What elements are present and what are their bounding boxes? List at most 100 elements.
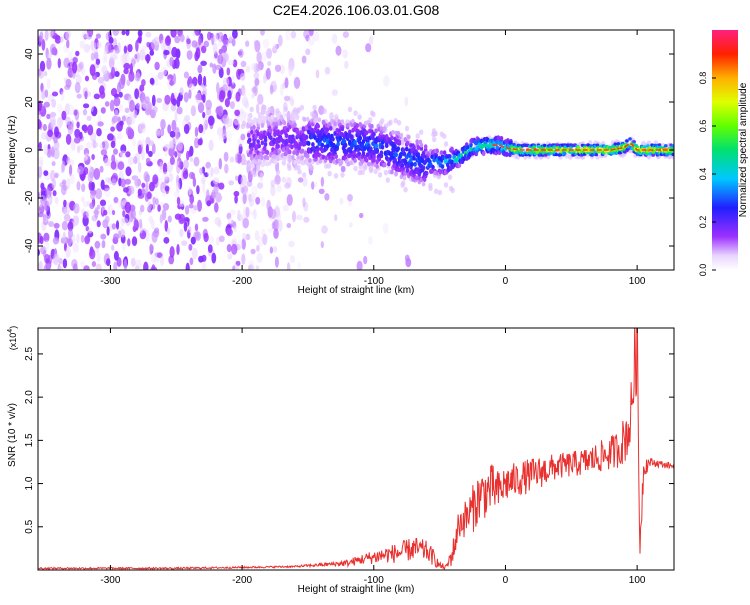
spectrogram-cell (369, 110, 375, 116)
spectrogram-cell (76, 93, 82, 99)
spectrogram-cell (118, 230, 122, 239)
spectrogram-ridge-cell (273, 132, 277, 137)
spectrogram-cell (248, 112, 253, 119)
spectrogram-x-label: Height of straight line (km) (298, 285, 415, 296)
spectrogram-cell (46, 113, 51, 120)
spectrogram-cell (224, 98, 230, 108)
spectrogram-cell (162, 171, 169, 181)
spectrogram-cell (202, 123, 206, 135)
snr-y-scale-exponent: 4 (7, 329, 14, 333)
spectrogram-cell (286, 222, 292, 229)
spectrogram-cell (134, 265, 140, 270)
spectrogram-cell (276, 184, 282, 193)
spectrogram-ridge-cell (370, 123, 374, 129)
spectrogram-cell (173, 160, 180, 167)
spectrogram-cell (117, 200, 124, 209)
spectrogram-cell (72, 215, 80, 226)
spectrogram-ridge-core (492, 142, 674, 151)
spectrogram-cell (60, 91, 65, 102)
spectrogram-ridge-cell (353, 140, 357, 146)
spectrogram-cell (377, 172, 383, 178)
spectrogram-cell (76, 233, 80, 244)
colorbar: 0.0 0.2 0.4 0.6 0.8 Normalized spectral ampl… (698, 30, 749, 276)
spectrogram-cell (159, 162, 164, 170)
spectrogram-cell (141, 182, 146, 188)
spectrogram-cell (57, 117, 63, 128)
spectrogram-cell (274, 256, 279, 268)
spectrogram-cell (305, 34, 310, 42)
spectrogram-cell (133, 217, 137, 229)
spectrogram-cell (45, 258, 49, 264)
spectrogram-cell (81, 31, 89, 39)
spectrogram-cell (89, 248, 96, 260)
spectrogram-cell (183, 71, 189, 79)
spectrogram-cell (191, 40, 198, 48)
spectrogram-cell (275, 169, 281, 175)
spectrogram-cell (38, 70, 44, 79)
spectrogram-cell (226, 228, 233, 237)
spectrogram-ridge-cell (260, 140, 265, 146)
spectrogram-ridge-cell (293, 159, 297, 165)
spectrogram-cell (66, 159, 72, 165)
spectrogram-cell (205, 99, 212, 111)
spectrogram-cell (64, 103, 71, 116)
spectrogram-cell (38, 141, 42, 151)
spectrogram-cell (82, 200, 89, 208)
spectrogram-cell (176, 106, 183, 115)
spectrogram-cell (97, 121, 104, 127)
spectrogram-cell (43, 144, 49, 155)
spectrogram-cell (46, 78, 51, 90)
spectrogram-cell (199, 167, 203, 175)
spectrogram-ridge-cell (317, 117, 322, 123)
spectrogram-ridge-cell (377, 156, 382, 162)
spectrogram-ridge-cell (387, 161, 391, 167)
spectrogram-ridge-cell (421, 165, 426, 171)
spectrogram-cell (256, 252, 263, 263)
spectrogram-ridge-cell (343, 142, 348, 148)
spectrogram-cell (270, 184, 276, 197)
spectrogram-cell (152, 159, 157, 165)
spectrogram-cell (197, 64, 203, 74)
spectrogram-ridge-cell (391, 130, 395, 135)
spectrogram-ridge-cell (352, 151, 356, 156)
spectrogram-cell (250, 248, 256, 255)
spectrogram-x-tick-label: -100 (364, 276, 384, 287)
spectrogram-cell (46, 57, 52, 70)
spectrogram-x-tick-label: 100 (629, 276, 646, 287)
spectrogram-ridge-cell (291, 155, 295, 160)
spectrogram-cell (274, 174, 281, 185)
spectrogram-cell (86, 141, 93, 149)
spectrogram-cell (184, 115, 191, 122)
spectrogram-cell (270, 179, 276, 188)
spectrogram-cell (125, 30, 130, 36)
spectrogram-cell (191, 247, 198, 260)
spectrogram-cell (283, 106, 288, 112)
spectrogram-cell (181, 240, 188, 247)
spectrogram-cell (82, 108, 88, 116)
spectrogram-cell (134, 178, 142, 187)
spectrogram-cell (167, 165, 173, 172)
spectrogram-cell (312, 104, 317, 111)
spectrogram-cell (125, 54, 130, 64)
spectrogram-cell (212, 177, 220, 185)
spectrogram-cell (318, 188, 325, 194)
spectrogram-cell (286, 262, 291, 270)
spectrogram-cell (207, 166, 214, 179)
spectrogram-cell (155, 128, 163, 137)
spectrogram-cell (87, 228, 93, 234)
spectrogram-cell (72, 263, 78, 270)
spectrogram-ridge-cell (404, 146, 409, 152)
spectrogram-cell (144, 173, 151, 183)
spectrogram-cell (195, 92, 202, 104)
spectrogram-ridge-cell (419, 142, 424, 148)
spectrogram-cell (307, 35, 315, 47)
colorbar-gradient (712, 30, 738, 270)
spectrogram-cell (58, 257, 63, 265)
spectrogram-cell (232, 30, 238, 39)
spectrogram-cell (81, 196, 85, 203)
spectrogram-cell (163, 237, 170, 244)
spectrogram-cell (404, 125, 410, 132)
spectrogram-cell (153, 256, 160, 263)
spectrogram-cell (216, 127, 223, 137)
spectrogram-ridge-cell (321, 154, 326, 160)
